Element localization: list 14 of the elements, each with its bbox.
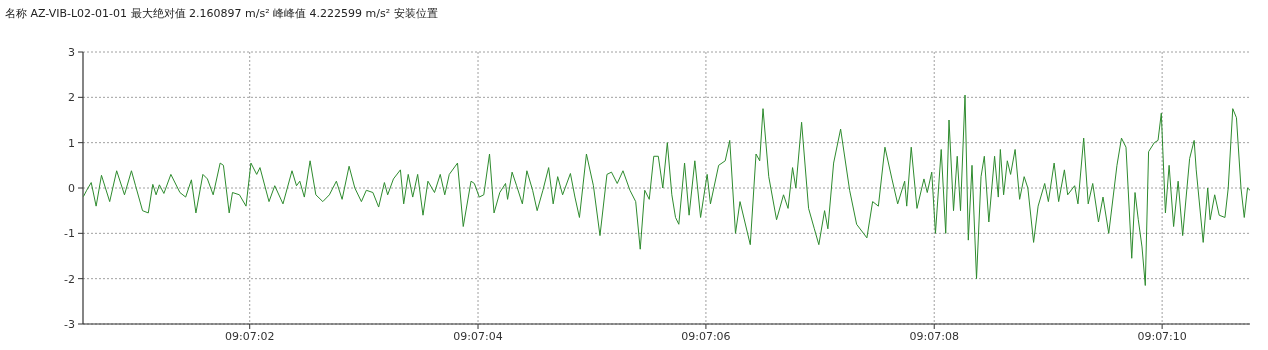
x-tick-label: 09:07:10 xyxy=(1137,330,1187,343)
y-tick-label: -2 xyxy=(64,272,75,286)
x-tick-label: 09:07:08 xyxy=(909,330,959,343)
x-tick-label: 09:07:02 xyxy=(225,330,275,343)
y-tick-label: -1 xyxy=(64,227,75,241)
y-tick-label: 3 xyxy=(68,46,75,59)
y-tick-label: -3 xyxy=(64,318,75,331)
y-tick-label: 1 xyxy=(68,136,75,150)
y-tick-label: 2 xyxy=(68,91,75,105)
line-series xyxy=(82,94,1251,286)
y-tick-label: 0 xyxy=(68,182,75,195)
x-tick-label: 09:07:06 xyxy=(681,330,731,343)
chart-title: 名称 AZ-VIB-L02-01-01 最大绝对值 2.160897 m/s² 峰峰值 4.222599 m/s² 安装位置 xyxy=(5,7,438,20)
x-tick-label: 09:07:04 xyxy=(453,330,503,343)
